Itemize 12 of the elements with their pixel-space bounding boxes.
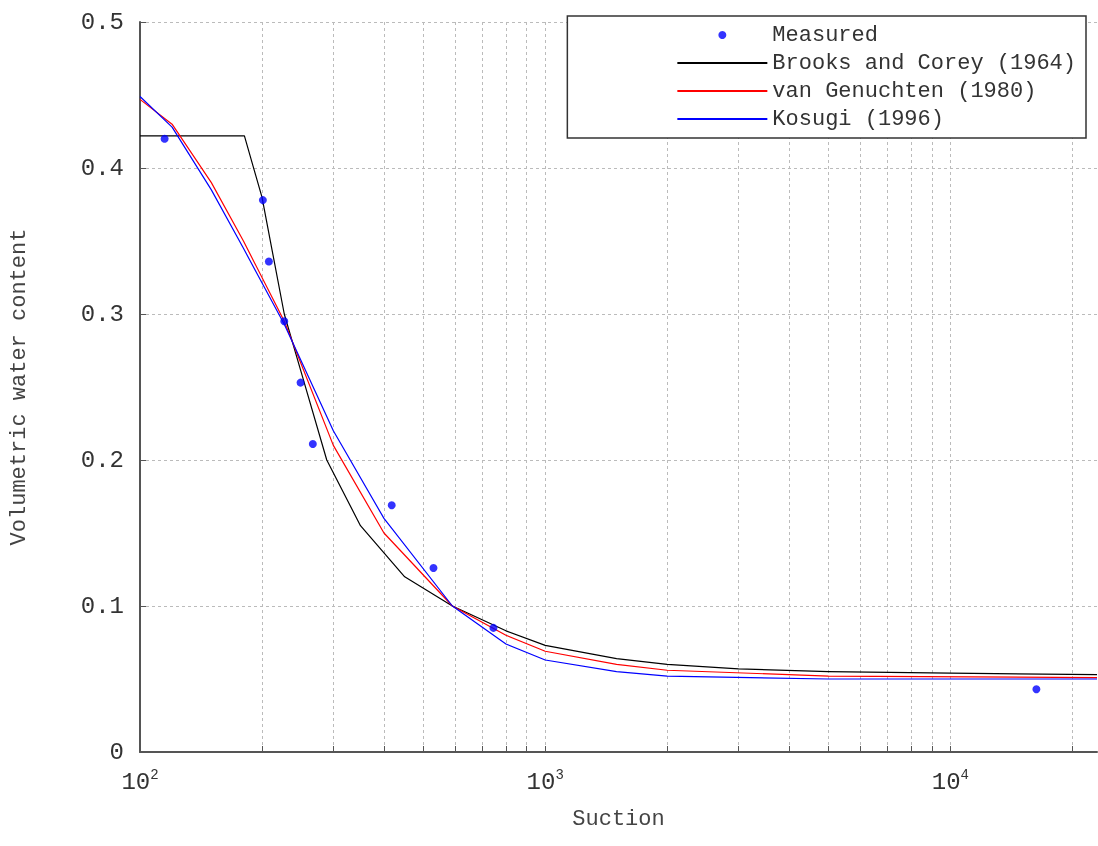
- legend-label: van Genuchten (1980): [772, 78, 1037, 104]
- legend-label: Brooks and Corey (1964): [772, 50, 1077, 76]
- y-tick-label: 0: [109, 738, 124, 766]
- y-tick-label: 0.5: [80, 8, 124, 36]
- y-tick-label: 0.2: [80, 446, 124, 474]
- legend-label: Kosugi (1996): [772, 106, 944, 132]
- y-axis-title: Volumetric water content: [6, 228, 32, 546]
- y-tick-label: 0.4: [80, 154, 124, 182]
- y-tick-label: 0.3: [80, 300, 124, 328]
- x-axis-title: Suction: [572, 806, 665, 832]
- y-tick-label: 0.1: [80, 592, 124, 620]
- legend-label: Measured: [772, 22, 878, 48]
